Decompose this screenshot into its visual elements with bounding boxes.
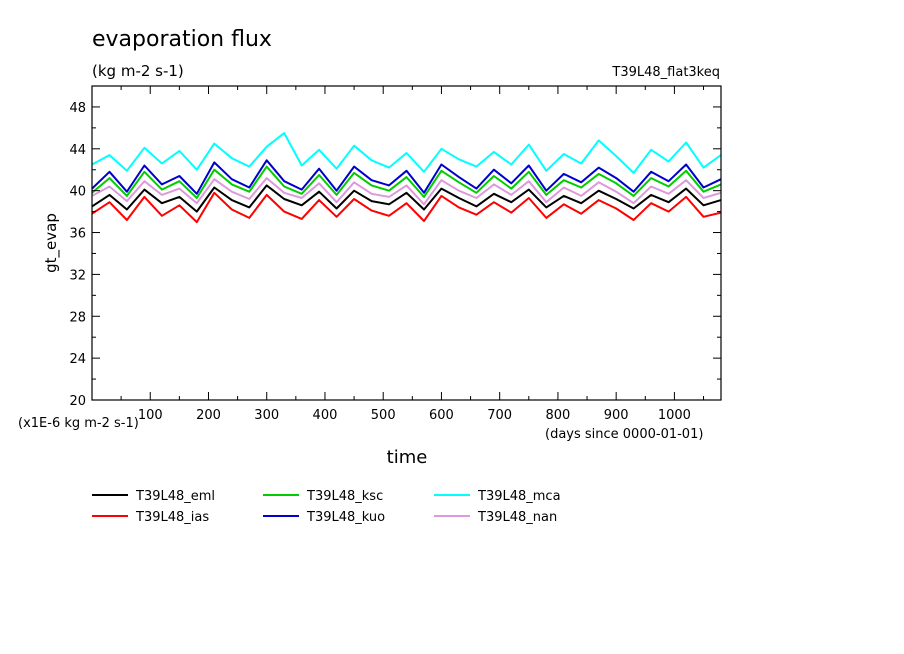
series-line-T39L48_nan (91, 177, 722, 206)
y-unit-label: (x1E-6 kg m-2 s-1) (18, 416, 139, 431)
x-tick-label: 200 (196, 408, 221, 423)
y-axis: 20 24 28 32 36 40 44 48 (69, 101, 721, 409)
y-tick-label: 24 (69, 352, 86, 367)
x-tick-label: 500 (371, 408, 396, 423)
legend: T39L48_eml T39L48_ias T39L48_ksc T39L48_kuo… (92, 489, 561, 525)
plot-frame (91, 85, 722, 401)
legend-label: T39L48_ksc (306, 489, 383, 504)
y-tick-label: 40 (69, 185, 86, 200)
x-tick-label: 100 (138, 408, 163, 423)
x-tick-label: 1000 (658, 408, 691, 423)
y-tick-label: 36 (69, 227, 86, 242)
x-tick-label: 700 (487, 408, 512, 423)
x-tick-label: 400 (313, 408, 338, 423)
series-layer (91, 132, 722, 224)
x-axis: 100 200 300 400 500 600 700 800 900 1000 (120, 86, 705, 423)
x-axis-label: time (387, 447, 428, 468)
legend-label: T39L48_nan (477, 510, 557, 525)
y-axis-label: gt_evap (42, 213, 61, 273)
legend-label: T39L48_mca (477, 489, 561, 504)
legend-label: T39L48_eml (135, 489, 215, 504)
legend-label: T39L48_kuo (306, 510, 385, 525)
series-line-T39L48_eml (91, 184, 722, 213)
series-line-T39L48_ias (91, 191, 722, 224)
y-tick-label: 44 (69, 143, 86, 158)
x-tick-label: 300 (254, 408, 279, 423)
y-tick-label: 20 (69, 394, 86, 409)
y-tick-label: 48 (69, 101, 86, 116)
chart-subtitle: (kg m-2 s-1) (92, 62, 184, 80)
chart-title: evaporation flux (92, 27, 272, 52)
y-tick-label: 28 (69, 310, 86, 325)
x-tick-label: 800 (546, 408, 571, 423)
series-line-T39L48_mca (91, 132, 722, 174)
series-line-T39L48_ksc (91, 165, 722, 199)
series-line-T39L48_kuo (91, 159, 722, 195)
legend-label: T39L48_ias (135, 510, 209, 525)
x-tick-label: 600 (429, 408, 454, 423)
run-label: T39L48_flat3keq (611, 65, 720, 80)
x-tick-label: 900 (604, 408, 629, 423)
x-unit-label: (days since 0000-01-01) (545, 427, 703, 442)
y-tick-label: 32 (69, 268, 86, 283)
